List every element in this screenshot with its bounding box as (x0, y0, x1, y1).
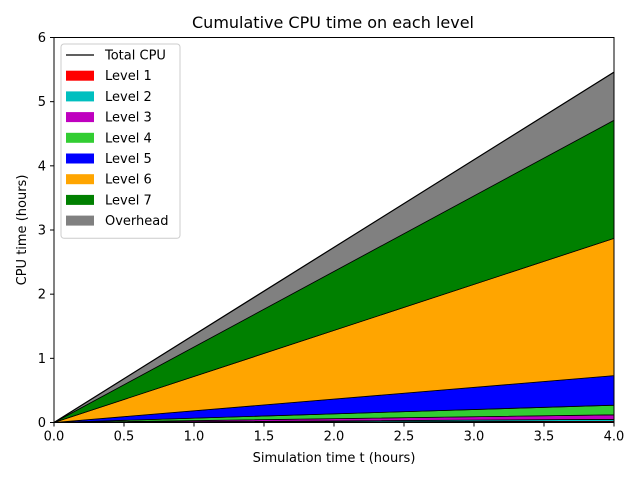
y-tick-label: 6 (38, 31, 46, 46)
legend-swatch-level-7 (66, 194, 94, 205)
x-tick-label: 0.5 (114, 430, 135, 445)
y-axis-ticks: 0 1 2 3 4 5 6 (38, 31, 54, 431)
legend-label-level-5: Level 5 (105, 152, 152, 167)
legend-label-level-1: Level 1 (105, 69, 152, 84)
x-tick-label: 1.0 (184, 430, 205, 445)
legend-swatch-level-2 (66, 91, 94, 102)
y-tick-label: 1 (38, 352, 46, 367)
x-axis-label: Simulation time t (hours) (253, 451, 416, 466)
x-tick-label: 4.0 (604, 430, 625, 445)
legend-swatch-level-5 (66, 153, 94, 164)
legend-swatch-level-3 (66, 112, 94, 123)
legend-label-level-6: Level 6 (105, 173, 152, 188)
legend-label-level-7: Level 7 (105, 193, 152, 208)
y-tick-label: 4 (38, 159, 46, 174)
legend: Total CPU Level 1 Level 2 Level 3 Level 4 Lev… (60, 43, 181, 239)
x-tick-label: 3.5 (534, 430, 555, 445)
y-tick-label: 3 (38, 224, 46, 239)
y-tick-label: 5 (38, 95, 46, 110)
x-tick-label: 3.0 (464, 430, 485, 445)
y-tick-label: 0 (38, 416, 46, 431)
legend-swatch-level-6 (66, 174, 94, 185)
legend-label-level-2: Level 2 (105, 90, 152, 105)
legend-swatch-level-4 (66, 132, 94, 143)
x-tick-label: 0.0 (44, 430, 65, 445)
series-lines (53, 71, 615, 424)
chart-title: Cumulative CPU time on each level (192, 13, 474, 32)
total-cpu-line (53, 71, 615, 424)
legend-label-overhead: Overhead (105, 214, 169, 229)
y-axis-label: CPU time (hours) (15, 175, 30, 286)
legend-label-total-cpu: Total CPU (104, 49, 166, 64)
legend-swatch-overhead (66, 215, 94, 226)
x-axis-ticks: 0.0 0.5 1.0 1.5 2.0 2.5 3.0 3.5 4.0 (44, 422, 625, 445)
y-tick-label: 2 (38, 288, 46, 303)
legend-label-level-3: Level 3 (105, 111, 152, 126)
legend-swatch-level-1 (66, 70, 94, 81)
x-tick-label: 2.5 (394, 430, 415, 445)
legend-label-level-4: Level 4 (105, 131, 152, 146)
x-tick-label: 1.5 (254, 430, 275, 445)
x-tick-label: 2.0 (324, 430, 345, 445)
